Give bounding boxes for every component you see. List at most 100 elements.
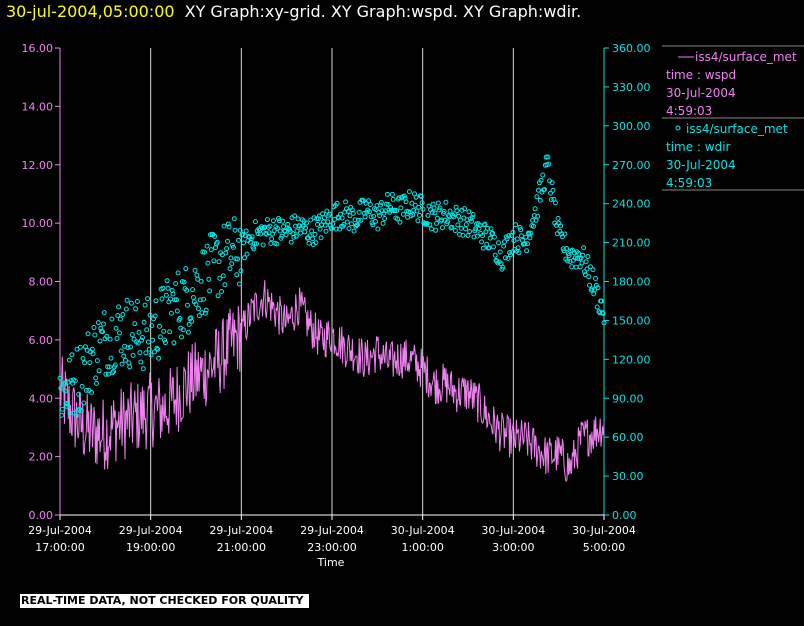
x-tick-label-date: 30-Jul-2004	[481, 524, 545, 537]
wdir-point	[214, 239, 220, 245]
wdir-point	[253, 241, 259, 247]
wdir-point	[355, 217, 361, 223]
wdir-point	[347, 213, 353, 219]
wdir-point	[251, 246, 257, 252]
quality-disclaimer: REAL-TIME DATA, NOT CHECKED FOR QUALITY	[20, 594, 310, 608]
wdir-point	[208, 232, 213, 238]
wdir-point	[325, 219, 331, 225]
wdir-point	[355, 222, 360, 228]
wdir-point	[389, 191, 395, 197]
wdir-point	[198, 278, 204, 284]
wdir-point	[145, 339, 151, 345]
left-tick-label: 6.00	[29, 334, 54, 347]
wdir-point	[211, 258, 217, 264]
wdir-point	[186, 321, 192, 327]
wdir-point	[225, 221, 231, 227]
wdir-point	[549, 180, 555, 186]
wdir-point	[167, 329, 173, 335]
wdir-point	[332, 216, 337, 222]
wdir-point	[303, 225, 309, 231]
legend-series-name: iss4/surface_met	[695, 50, 797, 64]
wdir-point	[527, 235, 533, 241]
wdir-point	[219, 289, 224, 294]
wdir-point	[294, 228, 300, 234]
wdir-point	[497, 249, 503, 255]
wdir-point	[228, 255, 234, 261]
wdir-point	[595, 285, 601, 291]
x-tick-label-time: 21:00:00	[217, 541, 266, 554]
wdir-point	[585, 254, 591, 259]
wdir-point	[370, 222, 376, 228]
x-axis-label: Time	[317, 556, 345, 569]
wdir-point	[323, 228, 329, 234]
wdir-point	[336, 215, 342, 221]
wdir-point	[95, 320, 101, 326]
wdir-point	[584, 266, 590, 272]
wdir-point	[517, 224, 523, 230]
wdir-point	[208, 247, 214, 253]
wdir-point	[159, 296, 165, 302]
wdir-point	[327, 211, 332, 217]
wdir-point	[249, 234, 255, 240]
wdir-point	[149, 323, 155, 329]
wdir-point	[463, 226, 468, 232]
left-y-axis: 0.00 2.00 4.00 6.00 8.00 10.00 12.00 14.00 16.00	[22, 42, 60, 522]
wdir-point	[164, 278, 170, 284]
wdir-point	[234, 272, 240, 278]
wdir-point	[469, 214, 475, 220]
wdir-point	[554, 231, 560, 237]
wdir-point	[533, 217, 539, 223]
title-timestamp: 30-jul-2004,05:00:00	[6, 2, 175, 21]
wdir-point	[455, 222, 461, 228]
wdir-point	[501, 243, 507, 249]
wdir-point	[465, 233, 471, 238]
wdir-point	[343, 199, 349, 205]
wdir-point	[314, 216, 320, 222]
legend-axes: time : wspd	[666, 68, 736, 82]
x-tick-label-date: 30-Jul-2004	[391, 524, 455, 537]
wdir-point	[126, 360, 132, 366]
wdir-point	[128, 300, 134, 306]
wdir-point	[341, 222, 347, 227]
wdir-point	[338, 211, 343, 217]
wdir-point	[429, 210, 435, 215]
wdir-point	[366, 209, 372, 215]
wdir-point	[315, 222, 320, 227]
wdir-point	[457, 217, 463, 223]
right-tick-label: 300.00	[612, 120, 651, 133]
wdir-point	[123, 306, 129, 312]
wdir-point	[77, 344, 83, 350]
wdir-point	[375, 226, 381, 232]
wdir-point	[293, 233, 299, 239]
wdir-point	[317, 226, 323, 232]
wdir-point	[506, 233, 512, 239]
left-tick-label: 16.00	[22, 42, 54, 55]
wdir-point	[542, 187, 547, 192]
right-tick-label: 90.00	[612, 392, 644, 405]
wdir-point	[92, 332, 98, 338]
x-axis: 29-Jul-2004 17:00:00 29-Jul-2004 19:00:00 29…	[28, 515, 636, 554]
legend-circle-swatch	[675, 125, 681, 131]
wdir-point	[333, 226, 339, 232]
wdir-point	[372, 218, 378, 224]
wdir-point	[147, 312, 153, 318]
wdir-point	[518, 227, 524, 233]
wdir-point	[344, 219, 350, 225]
wdir-point	[215, 293, 221, 299]
wdir-point	[530, 217, 536, 223]
wdir-point	[398, 205, 404, 211]
wdir-point	[206, 276, 212, 282]
wdir-point	[121, 353, 127, 359]
wdir-point	[196, 306, 201, 312]
wdir-point	[139, 337, 145, 343]
right-tick-label: 330.00	[612, 81, 651, 94]
wdir-point	[217, 275, 223, 281]
wdir-point	[277, 228, 283, 234]
wdir-point	[540, 172, 546, 178]
wdir-point	[274, 241, 280, 247]
wdir-point	[162, 340, 168, 346]
wdir-point	[90, 351, 96, 357]
wdir-point	[276, 216, 281, 221]
wdir-point	[451, 211, 457, 217]
wdir-point	[236, 281, 242, 287]
